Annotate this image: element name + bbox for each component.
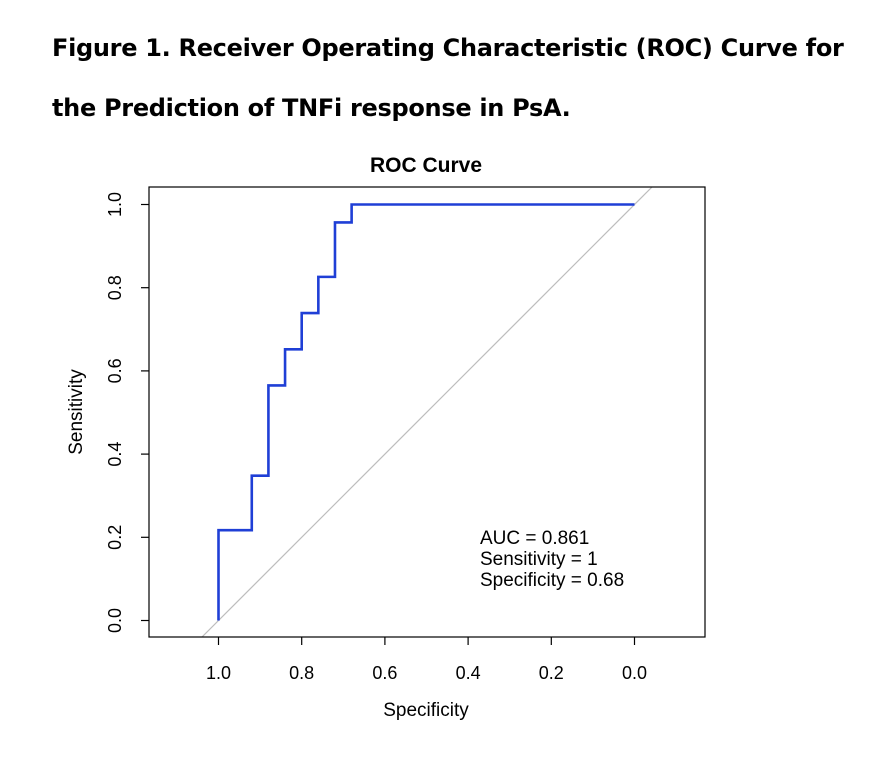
roc-curve-line [217,203,635,621]
x-axis: 1.0 0.8 0.6 0.4 0.2 0.0 [206,637,647,683]
y-axis-label: Sensitivity [66,369,87,455]
y-tick-label: 1.0 [105,192,125,217]
y-tick-label: 0.8 [105,275,125,300]
x-tick-label: 0.4 [456,663,481,683]
x-tick-label: 1.0 [206,663,231,683]
annotation-line: Sensitivity = 1 [480,549,598,570]
y-axis: 0.0 0.2 0.4 0.6 0.8 1.0 [105,192,149,633]
y-tick-label: 0.6 [105,358,125,383]
reference-diagonal-line [201,187,653,637]
x-tick-label: 0.0 [622,663,647,683]
x-tick-label: 0.8 [289,663,314,683]
x-tick-label: 0.6 [372,663,397,683]
y-tick-label: 0.0 [105,608,125,633]
plot-area [148,186,706,638]
y-tick-label: 0.2 [105,525,125,550]
annotation-line: Specificity = 0.68 [480,570,624,591]
plot-frame [148,186,706,638]
figure-caption: Figure 1. Receiver Operating Characteris… [52,34,844,122]
chart-title: ROC Curve [370,154,482,177]
annotation-line: AUC = 0.861 [480,528,589,549]
x-tick-label: 0.2 [539,663,564,683]
x-axis-label: Specificity [383,700,469,721]
y-tick-label: 0.4 [105,442,125,467]
